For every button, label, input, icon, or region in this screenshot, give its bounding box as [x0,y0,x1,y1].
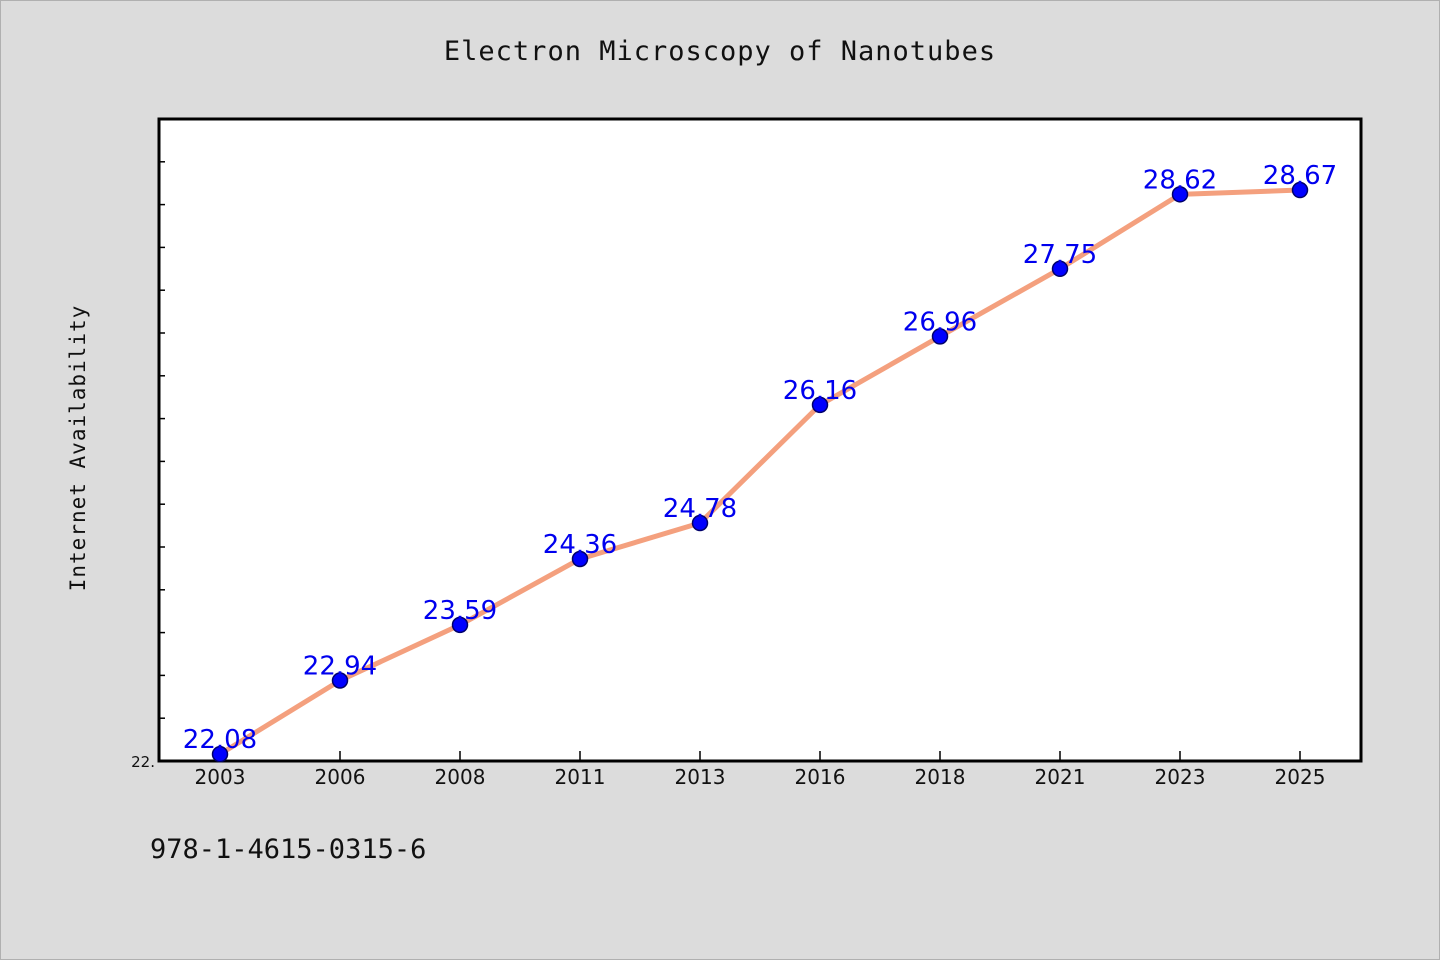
data-point [1291,181,1309,199]
data-labels: 22.08 22.94 23.59 24.36 24.78 26.16 26.96 27.75… [183,161,1337,755]
x-tick-label: 2013 [675,765,726,789]
data-label: 28.67 [1263,161,1337,191]
x-ticks: 2003 2006 2008 2011 2013 2016 2018 2021 2023 2025 [195,751,1326,789]
x-tick-label: 2016 [795,765,846,789]
data-point [331,672,349,689]
series-line [218,187,1301,757]
x-tick-label: 2006 [315,765,366,789]
x-tick-label: 2008 [435,765,486,789]
data-point [1051,260,1069,278]
plot-area [157,117,1363,763]
data-label: 24.36 [543,530,617,560]
x-tick-label: 2018 [915,765,966,789]
footer-code: 978-1-4615-0315-6 [150,834,427,865]
x-tick-label: 2021 [1035,765,1086,789]
data-point [691,514,709,532]
data-label: 22.94 [303,652,377,682]
data-point [451,616,469,634]
x-tick-label: 2023 [1155,765,1206,789]
x-tick-label: 2003 [195,765,246,789]
data-label: 26.96 [903,307,977,337]
chart-title: Electron Microscopy of Nanotubes [443,36,997,67]
y-ticks: 22. [131,161,165,771]
data-label: 26.16 [783,376,857,406]
data-label: 28.62 [1143,165,1217,195]
data-point [811,396,829,414]
data-points [211,181,1309,763]
data-label: 27.75 [1023,240,1097,270]
data-point [1171,186,1189,203]
data-label: 23.59 [423,596,497,626]
x-tick-label: 2011 [555,765,606,789]
data-point [571,550,589,568]
x-tick-label: 2025 [1275,765,1326,789]
data-point [931,328,949,345]
data-point [211,745,229,763]
data-label: 24.78 [663,494,737,524]
y-tick-label: 22. [131,753,155,771]
data-label: 22.08 [183,725,257,755]
